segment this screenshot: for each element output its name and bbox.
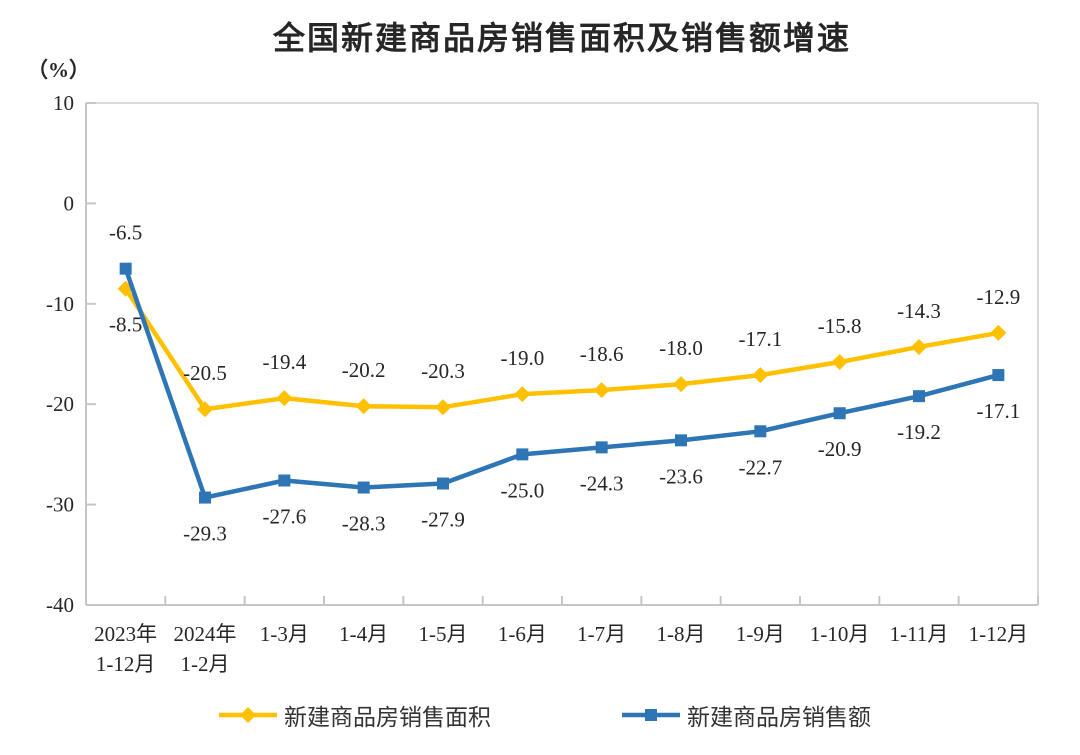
data-point-label: -20.2 bbox=[342, 358, 386, 382]
data-point-label: -6.5 bbox=[109, 221, 142, 245]
data-point-label: -18.6 bbox=[580, 342, 624, 366]
marker-square bbox=[992, 369, 1005, 382]
legend-item-sales-area: 新建商品房销售面积 bbox=[219, 700, 491, 730]
legend-label-sales-area: 新建商品房销售面积 bbox=[284, 705, 491, 730]
x-category-label: 1-6月 bbox=[498, 622, 547, 646]
plot-area: 10 0 -10 -20 -30 -40 2023年 1-12月 2024年 1-2月 1-3月 1-… bbox=[46, 91, 1039, 676]
x-category-label: 1-10月 bbox=[810, 622, 870, 646]
legend-label-sales-amount: 新建商品房销售额 bbox=[687, 705, 871, 730]
marker-square bbox=[913, 390, 925, 403]
marker-diamond bbox=[514, 386, 531, 403]
marker-square bbox=[754, 425, 767, 438]
data-point-label: -17.1 bbox=[976, 399, 1020, 423]
data-point-label: -18.0 bbox=[659, 336, 703, 360]
legend-swatch-sales-area bbox=[219, 707, 277, 723]
x-category-label: 1-8月 bbox=[657, 622, 706, 646]
series-line-1 bbox=[123, 266, 1001, 500]
marker-square bbox=[119, 262, 132, 275]
x-category-label: 1-7月 bbox=[577, 622, 626, 646]
marker-diamond bbox=[990, 324, 1007, 341]
data-point-label: -27.9 bbox=[421, 508, 465, 532]
data-point-label: -8.5 bbox=[109, 313, 142, 337]
data-point-label: -14.3 bbox=[897, 299, 941, 323]
data-point-label: -25.0 bbox=[500, 478, 544, 502]
x-category-label: 1-5月 bbox=[419, 622, 468, 646]
data-point-label: -20.3 bbox=[421, 359, 465, 383]
x-category-label: 1-9月 bbox=[736, 622, 785, 646]
y-tick-label: 10 bbox=[53, 91, 74, 115]
marker-square bbox=[199, 491, 211, 504]
data-point-label: -15.8 bbox=[818, 314, 862, 338]
data-point-label: -29.3 bbox=[183, 522, 227, 546]
y-tick-label: -40 bbox=[46, 593, 74, 617]
marker-square bbox=[833, 407, 846, 420]
x-category-label: 1-12月 bbox=[96, 652, 156, 676]
data-point-label: -23.6 bbox=[659, 464, 703, 488]
data-point-label: -22.7 bbox=[738, 455, 782, 479]
legend-marker-square bbox=[645, 709, 657, 721]
marker-diamond bbox=[435, 399, 451, 416]
data-point-label: -17.1 bbox=[738, 327, 782, 351]
y-tick-label: 0 bbox=[64, 191, 75, 215]
data-point-label: -20.5 bbox=[183, 361, 227, 385]
marker-square bbox=[437, 477, 449, 490]
x-category-label: 1-2月 bbox=[181, 652, 230, 676]
marker-diamond bbox=[673, 376, 689, 393]
legend-marker-diamond bbox=[240, 707, 256, 723]
chart-legend: 新建商品房销售面积 新建商品房销售额 bbox=[0, 700, 1080, 734]
legend-swatch-sales-amount bbox=[622, 709, 680, 721]
y-tick-label: -20 bbox=[46, 392, 74, 416]
marker-diamond bbox=[276, 390, 293, 407]
marker-diamond bbox=[752, 367, 769, 384]
data-point-label: -19.4 bbox=[262, 350, 306, 374]
x-category-label: 1-11月 bbox=[890, 622, 949, 646]
series-line-0 bbox=[123, 286, 1001, 412]
marker-diamond bbox=[355, 398, 372, 415]
data-point-label: -27.6 bbox=[262, 505, 306, 529]
chart-title: 全国新建商品房销售面积及销售额增速 bbox=[272, 20, 851, 56]
marker-diamond bbox=[197, 401, 213, 418]
marker-diamond bbox=[831, 354, 848, 371]
marker-square bbox=[675, 434, 687, 447]
x-category-label: 1-4月 bbox=[339, 622, 388, 646]
x-category-label: 1-3月 bbox=[260, 622, 309, 646]
data-point-label: -12.9 bbox=[976, 285, 1020, 309]
y-tick-label: -30 bbox=[46, 493, 74, 517]
marker-square bbox=[357, 481, 370, 494]
marker-square bbox=[278, 474, 291, 487]
data-point-label: -20.9 bbox=[818, 437, 862, 461]
x-category-label: 1-12月 bbox=[969, 622, 1029, 646]
data-point-label: -19.0 bbox=[500, 346, 544, 370]
x-category-label: 2023年 bbox=[94, 622, 157, 646]
y-tick-label: -10 bbox=[46, 292, 74, 316]
marker-square bbox=[595, 441, 608, 454]
x-category-label: 2024年 bbox=[174, 622, 237, 646]
data-point-label: -28.3 bbox=[342, 512, 386, 536]
legend-item-sales-amount: 新建商品房销售额 bbox=[622, 700, 871, 730]
marker-diamond bbox=[911, 338, 927, 355]
data-point-label: -19.2 bbox=[897, 420, 941, 444]
data-point-label: -24.3 bbox=[580, 471, 624, 495]
marker-diamond bbox=[593, 382, 610, 399]
y-axis-unit-label: （%） bbox=[27, 58, 90, 82]
marker-diamond bbox=[117, 280, 134, 297]
marker-square bbox=[516, 448, 529, 461]
